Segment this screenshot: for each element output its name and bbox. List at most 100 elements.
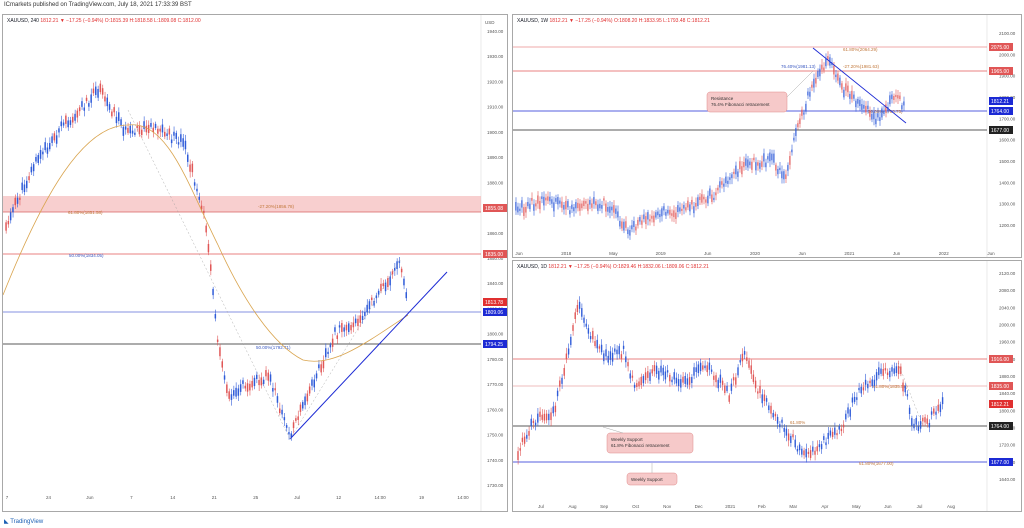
candle-body bbox=[325, 348, 327, 358]
candle-body bbox=[299, 404, 302, 412]
annotation-pointer bbox=[602, 426, 624, 434]
candle-body bbox=[833, 65, 835, 75]
candle-body bbox=[150, 122, 152, 127]
candle-body bbox=[527, 201, 529, 207]
chart-panel-weekly[interactable]: XAUUSD, 1W 1812.21 ▼ −17.25 (−0.94%) O:1… bbox=[512, 14, 1022, 258]
candle-body bbox=[177, 142, 180, 145]
date-axis-tick: 2021 bbox=[725, 504, 736, 509]
candle-body bbox=[21, 182, 23, 191]
price-tag-1835-bg bbox=[483, 250, 507, 258]
date-axis-tick: 25 bbox=[253, 495, 259, 500]
descending-trendline bbox=[812, 47, 907, 124]
candle-body bbox=[329, 344, 332, 348]
candle-body bbox=[16, 197, 19, 204]
candle-body bbox=[911, 418, 913, 426]
date-axis-tick: Jul bbox=[538, 504, 544, 509]
candle-body bbox=[893, 96, 895, 100]
candle-body bbox=[801, 109, 803, 116]
candle-body bbox=[164, 131, 166, 137]
candle-body bbox=[579, 203, 581, 211]
candle-body bbox=[669, 209, 671, 215]
candle-body bbox=[643, 214, 645, 220]
candle-body bbox=[14, 197, 16, 206]
candle-body bbox=[180, 134, 182, 142]
tradingview-logo[interactable]: ◣ TradingView bbox=[4, 518, 43, 525]
candle-body bbox=[743, 351, 746, 355]
candle-body bbox=[891, 367, 893, 372]
candle-body bbox=[69, 120, 72, 125]
price-axis-tick: 1920.00 bbox=[487, 79, 504, 84]
candle-body bbox=[223, 375, 226, 380]
candle-body bbox=[845, 413, 847, 420]
candle-body bbox=[221, 361, 223, 368]
price-axis-tick: 1760.00 bbox=[487, 407, 504, 412]
candle-body bbox=[598, 346, 601, 349]
candle-body bbox=[131, 130, 134, 134]
candle-body bbox=[922, 417, 924, 422]
candlestick-chart-4h[interactable]: USD 1940.00 1930.00 1920.00 1910.00 1900.00 18… bbox=[3, 15, 508, 512]
candle-body bbox=[306, 393, 309, 402]
candle-body bbox=[807, 91, 809, 96]
candle-body bbox=[97, 88, 99, 98]
candle-body bbox=[581, 308, 583, 317]
candle-body bbox=[517, 451, 519, 461]
candle-body bbox=[823, 67, 825, 71]
candle-body bbox=[739, 161, 741, 170]
candle-body bbox=[727, 180, 729, 184]
candle-body bbox=[937, 404, 939, 411]
brand-label: TradingView bbox=[10, 519, 44, 525]
candle-body bbox=[74, 113, 76, 121]
chart-panel-4h[interactable]: XAUUSD, 240 1812.21 ▼ −17.25 (−0.94%) O:… bbox=[2, 14, 508, 512]
price-axis-tick: 2080.00 bbox=[999, 288, 1016, 293]
price-tag-1812-bg bbox=[989, 97, 1013, 105]
fib-label-272: -27.20%(1981.63) bbox=[843, 64, 880, 69]
candle-body bbox=[134, 132, 136, 135]
candle-body bbox=[794, 439, 796, 448]
candle-body bbox=[235, 387, 237, 397]
price-axis-tick: 1600.00 bbox=[999, 138, 1016, 143]
candle-body bbox=[737, 171, 739, 177]
candle-body bbox=[237, 388, 240, 396]
candle-body bbox=[350, 324, 352, 331]
candle-body bbox=[528, 431, 530, 436]
candle-body bbox=[285, 425, 288, 428]
candle-body bbox=[661, 208, 663, 217]
candle-body bbox=[739, 360, 741, 363]
price-axis-tick: 2000.00 bbox=[999, 323, 1016, 328]
candle-body bbox=[609, 351, 612, 360]
candle-body bbox=[37, 155, 39, 163]
candle-body bbox=[320, 364, 322, 373]
candle-body bbox=[311, 379, 313, 386]
candlestick-chart-weekly[interactable]: 2100.002000.001900.001800.001700.001600.… bbox=[513, 15, 1022, 258]
candle-body bbox=[666, 370, 669, 373]
date-axis-tick: 2019 bbox=[656, 251, 667, 256]
price-axis-tick: 2120.00 bbox=[999, 271, 1016, 276]
candle-body bbox=[841, 83, 843, 90]
candle-body bbox=[633, 221, 635, 227]
candle-body bbox=[702, 365, 704, 370]
candle-body bbox=[761, 161, 763, 167]
candle-body bbox=[637, 219, 639, 226]
candle-body bbox=[680, 379, 682, 388]
candle-body bbox=[26, 180, 28, 189]
candle-body bbox=[567, 201, 569, 208]
candle-body bbox=[699, 362, 702, 372]
candle-body bbox=[607, 206, 609, 212]
candle-body bbox=[900, 366, 902, 374]
candle-body bbox=[99, 83, 102, 93]
candle-body bbox=[847, 407, 849, 414]
date-axis-tick: Jun bbox=[884, 504, 892, 509]
symbol-label: XAUUSD, 1W bbox=[517, 18, 549, 24]
chart-panel-daily[interactable]: XAUUSD, 1D 1812.21 ▼ −17.25 (−0.94%) O:1… bbox=[512, 260, 1022, 512]
candle-body bbox=[625, 356, 627, 363]
price-tag-1794: 1794.25 bbox=[485, 342, 503, 348]
candle-body bbox=[577, 202, 579, 209]
candle-body bbox=[902, 382, 904, 392]
candlestick-chart-daily[interactable]: 2120.002080.002040.002000.001960.001920.… bbox=[513, 261, 1022, 512]
candle-body bbox=[207, 243, 210, 253]
candle-body bbox=[785, 174, 787, 179]
candle-body bbox=[689, 204, 691, 212]
candle-body bbox=[705, 199, 707, 203]
candle-body bbox=[747, 159, 749, 168]
candle-body bbox=[625, 221, 627, 228]
